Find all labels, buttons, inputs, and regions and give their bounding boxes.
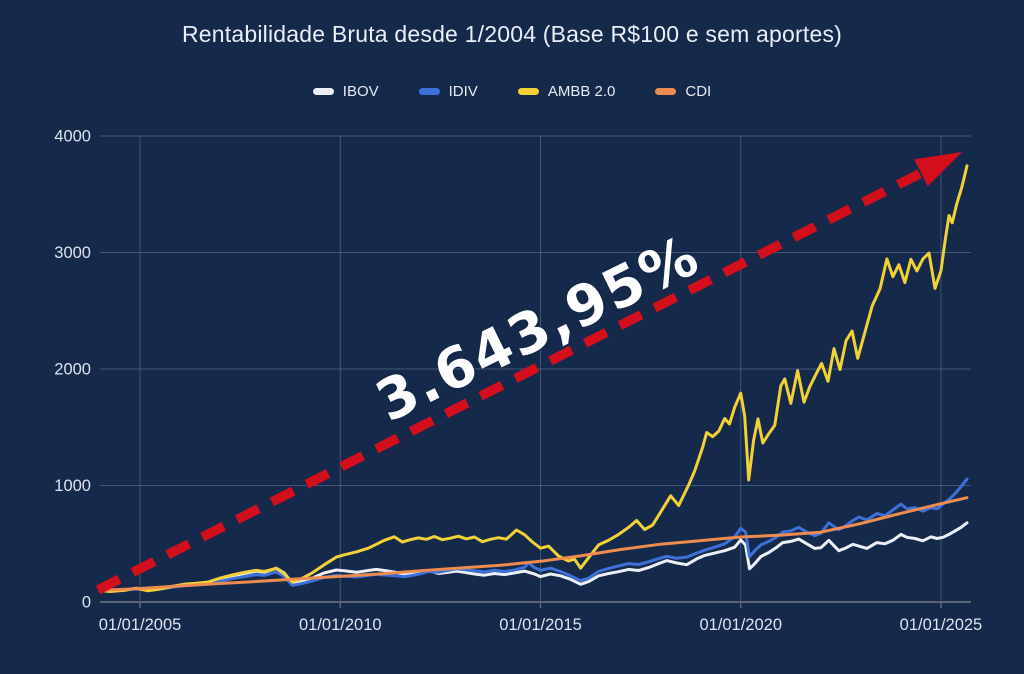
x-tick-label-2025: 01/01/2025 [900,616,983,634]
chart-legend: IBOV IDIV AMBB 2.0 CDI [0,83,1024,100]
series-line-cdi [98,496,969,592]
y-tick-label-4000: 4000 [54,128,91,146]
legend-swatch [418,88,440,95]
legend-label: IDIV [448,83,478,100]
y-tick-label-0: 0 [82,594,91,612]
x-tick-label-2020: 01/01/2020 [699,616,782,634]
series-line-ambb-2-0 [98,164,969,593]
y-tick-label-3000: 3000 [54,244,91,262]
legend-item-cdi[interactable]: CDI [655,83,711,100]
legend-label: AMBB 2.0 [547,83,616,100]
legend-swatch [655,88,677,95]
growth-arrow [95,152,962,595]
legend-label: CDI [685,83,712,100]
series-line-idiv [98,477,969,593]
y-tick-label-1000: 1000 [54,477,91,495]
legend-label: IBOV [342,83,379,100]
x-tick-label-2005: 01/01/2005 [99,616,182,634]
x-tick-label-2015: 01/01/2015 [499,616,582,634]
legend-item-idiv[interactable]: IDIV [418,83,478,100]
x-tick-label-2010: 01/01/2010 [299,616,382,634]
legend-swatch [517,88,539,95]
growth-arrow-head [914,152,962,187]
chart-title: Rentabilidade Bruta desde 1/2004 (Base R… [181,21,843,47]
growth-arrow-shaft [95,168,924,595]
legend-item-ambb-2-0[interactable]: AMBB 2.0 [517,83,616,100]
legend-swatch [312,88,334,95]
y-tick-label-2000: 2000 [54,361,91,379]
legend-item-ibov[interactable]: IBOV [312,83,379,100]
